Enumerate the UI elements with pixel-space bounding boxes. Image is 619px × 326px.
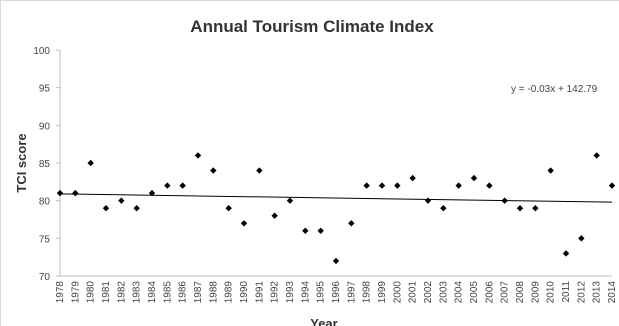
trendline xyxy=(59,193,613,203)
x-tick-label: 1980 xyxy=(86,281,97,304)
data-point xyxy=(578,235,585,242)
x-tick-label: 1998 xyxy=(362,281,373,304)
x-tick-label: 1985 xyxy=(162,281,173,304)
x-tick-label: 1995 xyxy=(316,281,327,304)
y-tick-label: 70 xyxy=(39,272,51,283)
data-point xyxy=(363,182,370,189)
data-point xyxy=(240,220,248,227)
data-point xyxy=(56,189,64,197)
data-point xyxy=(148,189,156,197)
data-point xyxy=(164,182,171,189)
data-point xyxy=(133,205,140,212)
x-tick-label: 1987 xyxy=(193,281,204,304)
x-tick-label: 1991 xyxy=(254,281,265,304)
data-point xyxy=(470,174,478,182)
x-tick-label: 1982 xyxy=(116,281,127,304)
x-tick-label: 2011 xyxy=(561,281,572,303)
x-tick-label: 2009 xyxy=(530,281,541,304)
data-point xyxy=(608,182,616,189)
data-point xyxy=(225,205,232,212)
x-tick-label: 1978 xyxy=(55,281,66,304)
x-tick-label: 2010 xyxy=(546,281,557,304)
chart-title: Annual Tourism Climate Index xyxy=(190,17,434,36)
x-tick-label: 2006 xyxy=(484,281,495,304)
data-point xyxy=(256,167,263,174)
x-tick-label: 2002 xyxy=(423,281,434,304)
x-tick-label: 2005 xyxy=(469,281,480,304)
data-point xyxy=(286,197,294,204)
x-tick-label: 1992 xyxy=(270,281,281,304)
data-point xyxy=(210,167,217,174)
data-point xyxy=(562,250,570,257)
x-tick-label: 1994 xyxy=(300,281,311,304)
x-tick-label: 2003 xyxy=(438,281,449,304)
data-point xyxy=(102,205,110,212)
x-tick-label: 1986 xyxy=(178,281,189,304)
data-point xyxy=(302,227,309,234)
x-tick-label: 1984 xyxy=(147,281,158,304)
x-axis-title: Year xyxy=(310,316,337,326)
x-tick-label: 1979 xyxy=(70,281,81,304)
x-tick-label: 1993 xyxy=(285,281,296,304)
data-point xyxy=(348,220,355,227)
data-point xyxy=(409,174,416,182)
data-point xyxy=(440,205,447,212)
x-tick-label: 2012 xyxy=(576,281,587,304)
data-point xyxy=(516,205,524,212)
y-tick-label: 100 xyxy=(33,46,50,57)
data-point xyxy=(378,182,386,189)
annotation: y = -0.03x + 142.79 xyxy=(511,84,598,95)
x-tick-label: 2004 xyxy=(454,281,465,304)
data-point xyxy=(72,189,79,197)
x-tick-label: 2007 xyxy=(500,281,511,304)
data-point xyxy=(424,197,432,204)
x-tick-label: 1999 xyxy=(377,281,388,304)
x-tick-label: 1990 xyxy=(239,281,250,304)
x-tick-label: 2013 xyxy=(592,281,603,304)
y-tick-label: 85 xyxy=(39,159,51,170)
data-point xyxy=(179,182,186,189)
data-point xyxy=(118,197,125,204)
y-tick-label: 95 xyxy=(39,84,51,95)
data-point xyxy=(486,182,493,189)
x-tick-label: 2001 xyxy=(408,281,419,304)
data-point xyxy=(394,182,401,189)
data-point xyxy=(532,205,539,212)
data-point xyxy=(87,159,94,167)
x-tick-label: 1997 xyxy=(346,281,357,304)
data-point xyxy=(332,257,340,265)
data-point xyxy=(547,167,554,174)
x-tick-label: 1989 xyxy=(224,281,235,304)
y-tick-label: 80 xyxy=(39,197,51,208)
y-tick-label: 75 xyxy=(39,234,51,245)
x-tick-label: 1988 xyxy=(208,281,219,304)
data-point xyxy=(194,152,202,159)
x-tick-label: 1981 xyxy=(101,281,112,304)
x-tick-label: 2008 xyxy=(515,281,526,304)
x-tick-label: 1983 xyxy=(132,281,143,304)
y-axis-title: TCI score xyxy=(14,133,29,192)
y-tick-label: 90 xyxy=(39,121,51,132)
data-point xyxy=(455,182,462,189)
x-tick-label: 2000 xyxy=(392,281,403,304)
x-tick-label: 2014 xyxy=(607,281,618,304)
data-point xyxy=(317,227,324,234)
x-tick-label: 1996 xyxy=(331,281,342,304)
data-point xyxy=(501,197,508,204)
data-point xyxy=(593,152,600,159)
data-point xyxy=(271,212,278,219)
